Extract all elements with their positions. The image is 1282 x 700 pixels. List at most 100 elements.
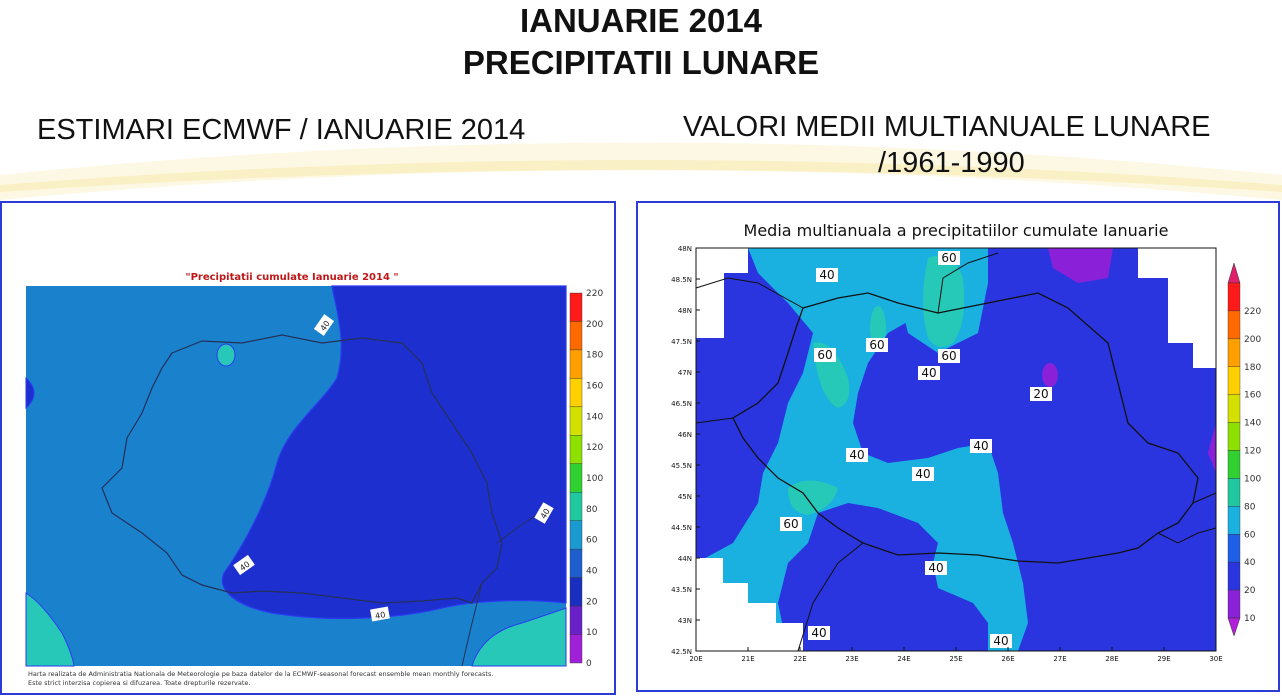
left-colorbar-tick: 80 bbox=[586, 505, 598, 515]
left-map-svg: "Precipitatii cumulate Ianuarie 2014 " 4… bbox=[25, 272, 603, 687]
right-lat-tick-label: 43.5N bbox=[671, 586, 692, 594]
left-colorbar-segment bbox=[569, 492, 583, 521]
right-contour-label: 40 bbox=[846, 448, 868, 462]
left-colorbar-segment bbox=[569, 292, 583, 322]
right-map-svg: Media multianuala a precipitatiilor cumu… bbox=[671, 221, 1261, 663]
right-lon-tick-label: 25E bbox=[949, 655, 962, 663]
right-lat-tick-label: 43N bbox=[678, 617, 692, 625]
right-lon-tick-label: 27E bbox=[1053, 655, 1066, 663]
svg-text:60: 60 bbox=[869, 338, 884, 352]
right-lat-axis: 48N 48.5N 48N 47.5N 47N 46.5N 46N 45.5N 45N 44.5N… bbox=[671, 245, 700, 656]
left-colorbar-tick: 40 bbox=[586, 567, 598, 577]
left-subtitle: ESTIMARI ECMWF / IANUARIE 2014 bbox=[37, 114, 526, 146]
right-lon-tick-label: 26E bbox=[1001, 655, 1014, 663]
right-contour-label: 40 bbox=[918, 366, 940, 380]
left-map-footer-line1: Harta realizata de Administratia Nationa… bbox=[28, 670, 493, 678]
right-contour-label: 60 bbox=[938, 251, 960, 265]
svg-text:60: 60 bbox=[783, 517, 798, 531]
left-map-footer-line2: Este strict interzisa copierea si difuza… bbox=[28, 679, 251, 687]
right-lat-tick-label: 46N bbox=[678, 431, 692, 439]
right-colorbar-bottom-arrow bbox=[1227, 617, 1241, 637]
svg-text:40: 40 bbox=[993, 634, 1008, 648]
right-colorbar-segment bbox=[1227, 282, 1241, 312]
right-colorbar-segment bbox=[1227, 338, 1241, 367]
left-contour-label: 40 bbox=[370, 606, 390, 622]
svg-text:40: 40 bbox=[928, 561, 943, 575]
right-lat-tick-label: 44.5N bbox=[671, 524, 692, 532]
right-lon-tick-label: 29E bbox=[1157, 655, 1170, 663]
page-title-line2: PRECIPITATII LUNARE bbox=[462, 44, 820, 81]
svg-text:60: 60 bbox=[817, 348, 832, 362]
right-contour-label: 60 bbox=[866, 338, 888, 352]
right-lon-tick-label: 23E bbox=[845, 655, 858, 663]
left-contour-label: 40 bbox=[534, 502, 554, 524]
right-lon-tick-label: 22E bbox=[793, 655, 806, 663]
right-colorbar-top-arrow bbox=[1227, 262, 1241, 284]
right-lat-tick-label: 46.5N bbox=[671, 400, 692, 408]
left-contour-labels: 40 40 40 40 bbox=[233, 314, 554, 622]
right-subtitle-line1: VALORI MEDII MULTIANUALE LUNARE bbox=[683, 111, 1211, 143]
right-colorbar-segment bbox=[1227, 589, 1241, 619]
right-colorbar-segment bbox=[1227, 310, 1241, 340]
svg-text:40: 40 bbox=[915, 467, 930, 481]
right-contour-label: 40 bbox=[970, 439, 992, 453]
right-colorbar-tick: 10 bbox=[1244, 614, 1256, 624]
right-subtitle-line2: /1961-1990 bbox=[878, 147, 1025, 179]
right-lon-tick-label: 28E bbox=[1105, 655, 1118, 663]
left-colorbar-tick: 180 bbox=[586, 351, 603, 361]
right-map-field bbox=[695, 247, 1217, 652]
right-lat-tick-label: 45.5N bbox=[671, 462, 692, 470]
svg-text:40: 40 bbox=[973, 439, 988, 453]
right-colorbar-tick: 120 bbox=[1244, 447, 1261, 457]
right-colorbar-tick: 160 bbox=[1244, 391, 1261, 401]
right-lat-tick-label: 45N bbox=[678, 493, 692, 501]
left-colorbar-tick: 100 bbox=[586, 474, 603, 484]
left-colorbar-segment bbox=[569, 378, 583, 408]
left-colorbar-tick: 140 bbox=[586, 412, 603, 422]
right-lon-tick-label: 21E bbox=[741, 655, 754, 663]
svg-text:40: 40 bbox=[539, 507, 552, 520]
right-lat-tick-label: 47N bbox=[678, 369, 692, 377]
right-map-title: Media multianuala a precipitatiilor cumu… bbox=[744, 221, 1169, 240]
right-lon-tick-label: 30E bbox=[1209, 655, 1222, 663]
right-colorbar-tick: 20 bbox=[1244, 586, 1256, 596]
right-contour-label: 40 bbox=[912, 467, 934, 481]
right-colorbar-tick: 200 bbox=[1244, 335, 1261, 345]
left-colorbar-segment bbox=[569, 349, 583, 379]
right-colorbar-segment bbox=[1227, 450, 1241, 479]
left-map-panel: "Precipitatii cumulate Ianuarie 2014 " 4… bbox=[0, 201, 616, 695]
left-colorbar-tick: 0 bbox=[586, 659, 592, 669]
right-colorbar-segment bbox=[1227, 506, 1241, 535]
right-colorbar-tick: 140 bbox=[1244, 419, 1261, 429]
right-lat-tick-label: 48N bbox=[678, 245, 692, 253]
left-colorbar-segment bbox=[569, 321, 583, 351]
right-colorbar-tick: 100 bbox=[1244, 474, 1261, 484]
left-colorbar-tick: 220 bbox=[586, 289, 603, 299]
right-colorbar-tick: 60 bbox=[1244, 530, 1256, 540]
left-map-field bbox=[25, 285, 567, 667]
left-colorbar-tick: 160 bbox=[586, 382, 603, 392]
left-colorbar-segment bbox=[569, 520, 583, 550]
left-colorbar-tick: 10 bbox=[586, 628, 598, 638]
left-colorbar-tick: 120 bbox=[586, 443, 603, 453]
right-contour-label: 60 bbox=[814, 348, 836, 362]
right-contour-label: 60 bbox=[938, 349, 960, 363]
svg-text:40: 40 bbox=[374, 610, 386, 621]
right-colorbar-segment bbox=[1227, 422, 1241, 451]
svg-text:40: 40 bbox=[921, 366, 936, 380]
right-colorbar-tick: 40 bbox=[1244, 558, 1256, 568]
svg-text:60: 60 bbox=[941, 349, 956, 363]
svg-text:40: 40 bbox=[811, 626, 826, 640]
svg-text:20: 20 bbox=[1033, 387, 1048, 401]
svg-text:40: 40 bbox=[819, 268, 834, 282]
left-colorbar-segment bbox=[569, 406, 583, 436]
left-colorbar-segment bbox=[569, 463, 583, 493]
right-contour-label: 40 bbox=[816, 268, 838, 282]
right-lat-tick-label: 47.5N bbox=[671, 338, 692, 346]
left-colorbar-tick: 20 bbox=[586, 597, 598, 607]
right-lon-axis: 20E 21E 22E 23E 24E 25E 26E 27E 28E 29E 30E bbox=[689, 647, 1223, 663]
right-lat-tick-label: 42.5N bbox=[671, 648, 692, 656]
right-contour-label: 60 bbox=[780, 517, 802, 531]
